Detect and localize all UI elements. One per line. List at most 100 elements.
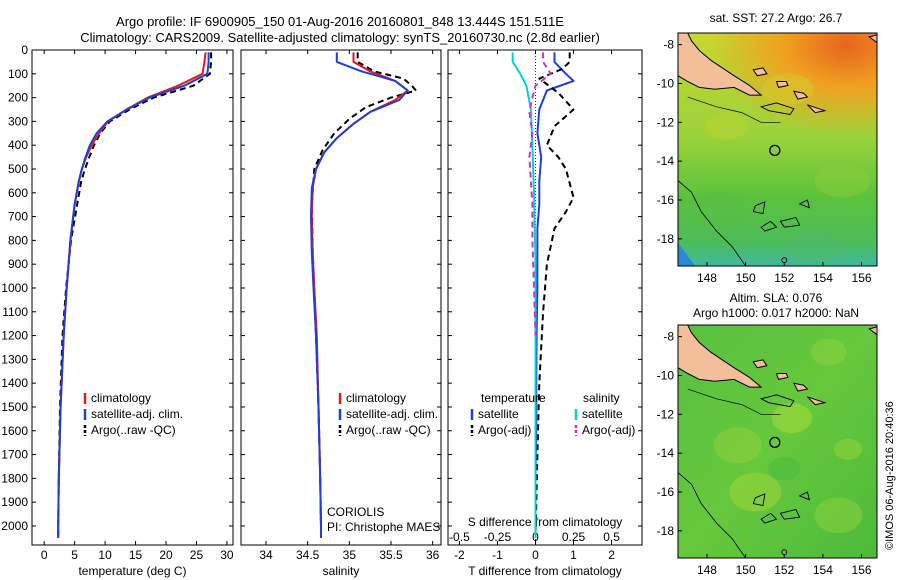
y-tick-label: 1800 [1,471,28,485]
depth-contour [687,96,781,123]
reef-outline [759,102,795,115]
legend-label: Argo(..raw -QC) [91,423,176,437]
y-tick-label: -16 [657,193,675,207]
reef-outline [798,199,811,209]
x-axis-label: salinity [323,564,360,578]
island [752,359,768,369]
cold-coastal-water [678,242,696,266]
x-tick-label: 150 [736,563,756,577]
map-title: Altim. SLA: 0.076 [730,291,823,305]
x-tick-label: 5 [71,548,78,562]
legend-label: climatology [346,391,406,405]
x-tick-label: 0 [532,548,539,562]
y-tick-label: 1600 [1,424,28,438]
sla-patch [834,438,863,460]
x2-axis-label: S difference from climatology [468,515,623,529]
x-tick-label: 34.5 [296,548,320,562]
y-tick-label: 300 [8,114,28,128]
x-tick-label: 156 [852,271,872,285]
y-tick-label: 100 [8,67,28,81]
annotation-line: PI: Christophe MAES [327,520,440,534]
sst-patch [704,113,749,140]
island [792,90,809,100]
x-tick-label: 30 [220,548,234,562]
x-tick-label: 150 [736,271,756,285]
legend-label: satellite-adj. clim. [346,407,438,421]
plot-frame [31,49,234,546]
island [807,104,827,114]
x2-tick-label: 0.5 [603,530,620,544]
y-tick-label: 1900 [1,495,28,509]
y-tick-label: 400 [8,138,28,152]
x2-tick-label: 0.25 [562,530,586,544]
reef-outline [752,201,766,215]
y-tick-label: -12 [657,407,675,421]
x-tick-label: 34 [259,548,273,562]
x-tick-label: 154 [813,271,833,285]
sla-patch [713,427,762,464]
x-tick-label: 36 [426,548,440,562]
argo-position-marker [769,436,781,449]
sla-patch [771,403,812,434]
depth-contour [677,180,746,267]
y-tick-label: 1700 [1,448,28,462]
sla-patch [814,497,863,534]
x-tick-label: 148 [697,271,717,285]
x-tick-label: 15 [129,548,143,562]
series-s-satellite-line [511,52,537,538]
y-tick-label: 1500 [1,400,28,414]
y-tick-label: 1400 [1,376,28,390]
annotation-line: CORIOLIS [327,505,384,519]
y-tick-label: -18 [657,232,675,246]
x2-tick-label: -0.25 [484,530,512,544]
x-tick-label: 1 [570,548,577,562]
y-tick-label: 600 [8,186,28,200]
sst-patch [787,232,840,265]
y-tick-label: 1200 [1,329,28,343]
x2-tick-label: -0.5 [449,530,470,544]
island [775,373,789,380]
series-s-argo-line [528,52,552,336]
x-tick-label: 35.5 [379,548,403,562]
y-tick-label: 1000 [1,281,28,295]
salinity-panel: 34 34.5 35 35.5 36 salinity climatology satelli… [240,49,442,578]
series-satellite-line [310,52,409,538]
y-tick-label: -18 [657,524,675,538]
series-satellite-line [57,52,210,538]
reef-outline [779,508,801,520]
legend-label: Argo(-adj) [582,423,635,437]
y-tick-label: -8 [663,330,674,344]
sla-patch [810,338,847,366]
y-tick-label: 500 [8,162,28,176]
x-tick-label: 154 [813,563,833,577]
legend-label: climatology [91,391,151,405]
depth-contour [687,388,781,415]
sst-map-panel: sat. SST: 27.2 Argo: 26.7 148 150 152 154 156… [657,11,878,285]
map-title: sat. SST: 27.2 Argo: 26.7 [710,11,843,25]
y-tick-label: -8 [663,38,674,52]
y-tick-label: 0 [21,43,28,57]
chart-title-line1: Argo profile: IF 6900905_150 01-Aug-2016… [116,14,564,29]
argo-position-marker [769,144,781,157]
y-tick-label: 800 [8,233,28,247]
y-tick-label: 900 [8,257,28,271]
series-t-argo-line [534,52,575,538]
reef-outline [760,512,778,524]
map-frame [677,32,878,267]
legend-label: satellite [582,407,623,421]
x-tick-label: 10 [98,548,112,562]
plot-frame [240,49,442,546]
depth-contour [677,472,746,559]
sst-patch [814,163,871,198]
legend-label: Argo(-adj) [478,423,531,437]
x-tick-label: 148 [697,563,717,577]
island [775,81,789,88]
y-tick-label: 700 [8,210,28,224]
reef-outline [798,491,811,501]
x-tick-label: 152 [774,271,794,285]
y-tick-label: -14 [657,154,675,168]
x-axis-label: temperature (deg C) [78,564,186,578]
x-tick-label: 25 [190,548,204,562]
x-tick-label: 0 [41,548,48,562]
